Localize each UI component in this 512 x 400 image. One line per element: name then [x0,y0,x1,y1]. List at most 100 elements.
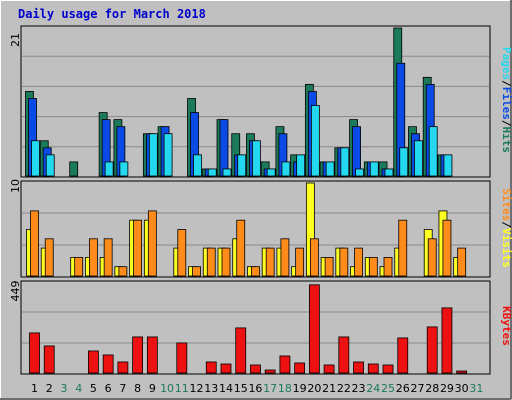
x-tick-label: 29 [440,382,454,395]
pages-bar [207,168,217,177]
visits-bar [368,256,378,277]
kbytes-bar [294,362,306,374]
visits-bar [442,219,452,277]
visits-bar [133,219,143,277]
kbytes-bar [205,361,217,374]
x-tick-label: 4 [75,382,82,395]
pages-bar [296,154,306,177]
kbytes-bar [441,307,453,374]
pages-bar [428,126,438,177]
visits-bar [280,238,290,277]
kbytes-bar [250,364,261,374]
kbytes-bar [426,326,438,374]
kbytes-bar [264,369,276,374]
x-tick-label: 3 [60,382,67,395]
pages-bar [45,154,55,177]
pages-bar [252,140,261,177]
x-axis-day-labels: 1 2 3 4 5 6 7 8 9 10 11 12 13 14 15 16 17 18 19 20 21 22 23 24 2… [31,382,483,395]
x-tick-label: 10 [160,382,174,395]
panel3-legend: KBytes [500,306,512,346]
kbytes-bar [132,336,144,374]
x-tick-label: 14 [219,382,233,395]
visits-bar [324,256,334,277]
x-tick-label: 31 [469,382,483,395]
pages-bar [310,105,320,177]
x-tick-label: 11 [175,382,189,395]
visits-bar [44,238,54,277]
x-tick-label: 22 [337,382,351,395]
kbytes-bar [456,370,468,374]
pages-bar [266,168,276,177]
x-tick-label: 2 [46,382,53,395]
x-tick-label: 16 [248,382,262,395]
kbytes-bar [117,361,129,374]
visits-bar [221,247,231,277]
svg-text:Sites/Visits: Sites/Visits [500,188,512,268]
pages-bar [163,133,173,177]
x-tick-label: 13 [204,382,218,395]
kbytes-bar [176,342,188,374]
pages-bar [325,161,335,177]
visits-bar [295,247,305,277]
panel3-ymax-label: 449 [9,281,22,302]
visits-bar [118,266,128,277]
visits-bar [206,247,216,277]
visits-bar [457,247,467,277]
pages-bar [369,161,379,177]
x-tick-label: 26 [396,382,410,395]
files-bar [219,119,229,177]
kbytes-bar [146,336,158,374]
visits-bar [89,238,98,277]
legend-sep: / [500,80,512,87]
x-tick-label: 27 [410,382,424,395]
visits-bar [30,210,39,277]
legend-kbytes: KBytes [500,306,512,346]
kbytes-bar [367,363,379,374]
panel1-ymax-label: 21 [9,33,22,47]
legend-hits: Hits [500,127,512,154]
svg-text:KBytes: KBytes [500,306,512,346]
pages-bar [355,168,364,177]
x-tick-label: 17 [263,382,277,395]
visits-bar [354,247,363,277]
x-tick-label: 5 [90,382,97,395]
x-tick-label: 9 [149,382,156,395]
kbytes-bar [220,363,232,374]
x-tick-label: 25 [381,382,395,395]
pages-bar [340,147,350,177]
x-tick-label: 7 [119,382,126,395]
kbytes-bar [338,336,350,374]
visits-bar [265,247,275,277]
panel2-ymax-label: 10 [9,179,22,193]
pages-bar [443,154,453,177]
x-tick-label: 24 [366,382,380,395]
visits-bar [398,219,408,277]
svg-text:Pages/Files/Hits: Pages/Files/Hits [500,47,512,153]
x-tick-label: 20 [307,382,321,395]
pages-bar [119,161,129,177]
pages-bar [104,161,114,177]
x-tick-label: 12 [190,382,204,395]
visits-sites-panel [20,180,491,278]
visits-bar [192,266,201,277]
chart-title: Daily usage for March 2018 [18,7,206,21]
x-tick-label: 6 [105,382,112,395]
kbytes-bar [43,345,55,374]
legend-visits: Visits [500,228,512,268]
panel1-legend: Pages/Files/Hits [500,47,512,153]
kbytes-bar [308,284,320,374]
pages-bar [31,140,40,177]
kbytes-bar [279,355,291,374]
x-tick-label: 1 [31,382,38,395]
hits-bar [69,161,79,177]
x-tick-label: 19 [293,382,307,395]
x-tick-label: 23 [352,382,366,395]
pages-bar [281,161,291,177]
kbytes-bar [102,354,114,374]
x-tick-label: 28 [425,382,439,395]
pages-bar [414,140,423,177]
visits-bar [236,219,246,277]
pages-bar [222,168,232,177]
visits-bar [103,238,113,277]
kbytes-panel [20,280,491,375]
